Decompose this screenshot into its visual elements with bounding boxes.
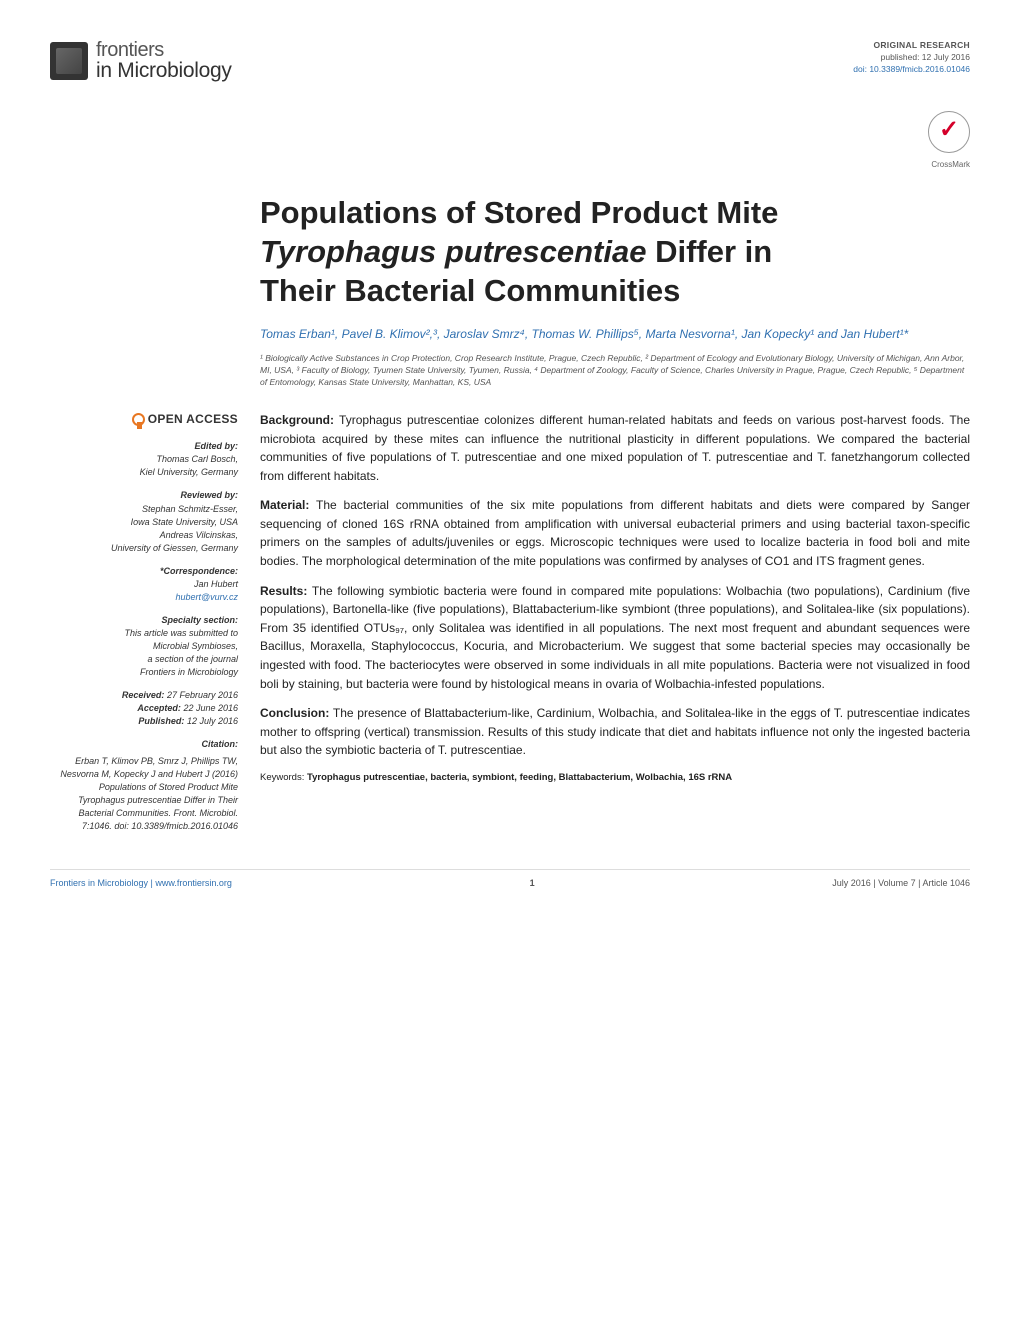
abstract-conclusion: Conclusion: The presence of Blattabacter… [260,704,970,760]
abstract-background: Background: Tyrophagus putrescentiae col… [260,411,970,485]
editor-affil: Kiel University, Germany [50,466,238,479]
abstract-material: Material: The bacterial communities of t… [260,496,970,570]
logo-text-frontiers: frontiers [96,40,232,60]
logo-cube-icon [50,42,88,80]
footer-left[interactable]: Frontiers in Microbiology | www.frontier… [50,878,232,888]
accepted-label: Accepted: [137,703,181,713]
published-date: published: 12 July 2016 [853,52,970,64]
article-meta: ORIGINAL RESEARCH published: 12 July 201… [853,40,970,76]
corr-name: Jan Hubert [50,578,238,591]
corr-email[interactable]: hubert@vurv.cz [50,591,238,604]
reviewer1-name: Stephan Schmitz-Esser, [50,503,238,516]
abstract: Background: Tyrophagus putrescentiae col… [260,411,970,834]
accepted-date: 22 June 2016 [183,703,238,713]
journal-logo: frontiers in Microbiology [50,40,232,81]
article-title: Populations of Stored Product Mite Tyrop… [260,194,970,310]
citation-text: Erban T, Klimov PB, Smrz J, Phillips TW,… [50,755,238,833]
specialty-l1: This article was submitted to [50,627,238,640]
abstract-results: Results: The following symbiotic bacteri… [260,582,970,694]
edited-by-label: Edited by: [50,440,238,453]
editor-name: Thomas Carl Bosch, [50,453,238,466]
specialty-l4: Frontiers in Microbiology [50,666,238,679]
specialty-l3: a section of the journal [50,653,238,666]
page-footer: Frontiers in Microbiology | www.frontier… [50,869,970,888]
published-label: Published: [138,716,184,726]
crossmark-icon[interactable] [928,111,970,153]
specialty-l2: Microbial Symbioses, [50,640,238,653]
keywords: Keywords: Tyrophagus putrescentiae, bact… [260,771,970,786]
received-date: 27 February 2016 [167,690,238,700]
specialty-label: Specialty section: [50,614,238,627]
reviewer2-name: Andreas Vilcinskas, [50,529,238,542]
sidebar: OPEN ACCESS Edited by: Thomas Carl Bosch… [50,411,238,834]
authors: Tomas Erban¹, Pavel B. Klimov²,³, Jarosl… [260,325,970,343]
page-number: 1 [530,878,535,888]
open-access-badge: OPEN ACCESS [50,411,238,428]
received-label: Received: [122,690,165,700]
reviewed-by-label: Reviewed by: [50,489,238,502]
page-header: frontiers in Microbiology ORIGINAL RESEA… [50,40,970,81]
correspondence-label: *Correspondence: [50,565,238,578]
logo-text-journal: in Microbiology [96,60,232,81]
open-access-icon [132,413,145,426]
article-type: ORIGINAL RESEARCH [853,40,970,52]
crossmark-block: CrossMark [50,111,970,169]
affiliations: ¹ Biologically Active Substances in Crop… [260,353,970,389]
citation-label: Citation: [50,738,238,751]
reviewer1-affil: Iowa State University, USA [50,516,238,529]
reviewer2-affil: University of Giessen, Germany [50,542,238,555]
doi-link[interactable]: doi: 10.3389/fmicb.2016.01046 [853,64,970,76]
published-sidebar-date: 12 July 2016 [187,716,238,726]
footer-right: July 2016 | Volume 7 | Article 1046 [832,878,970,888]
crossmark-label: CrossMark [50,160,970,169]
